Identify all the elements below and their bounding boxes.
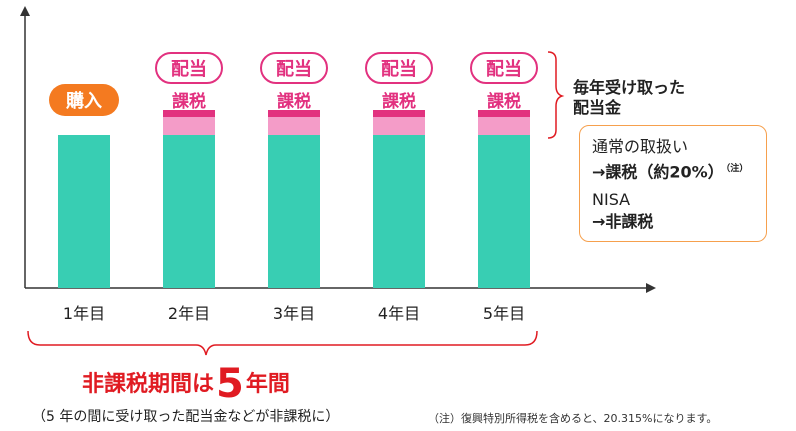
- x-tick-label: 3年目: [272, 304, 316, 323]
- dividend-pill: 配当: [365, 52, 433, 84]
- dividend-received-line2: 配当金: [573, 98, 622, 117]
- dividend-received-line1: 毎年受け取った: [573, 78, 686, 97]
- x-tick-label: 2年目: [167, 304, 211, 323]
- x-tick-label: 4年目: [377, 304, 421, 323]
- dividend-pill: 配当: [470, 52, 538, 84]
- normal-value-row: →課税（約20%） （注）: [592, 158, 754, 183]
- tax-note-box: 通常の取扱い →課税（約20%） （注） NISA →非課税: [579, 125, 767, 242]
- period-title-pre: 非課税期間は: [82, 372, 215, 397]
- principal-bar-2: [163, 135, 215, 288]
- period-brace: [27, 330, 538, 356]
- dividend-bracket: [547, 51, 565, 139]
- period-title-post: 年間: [245, 372, 290, 397]
- dividend-edge-2: [163, 110, 215, 117]
- nisa-title: NISA: [592, 190, 631, 210]
- nisa-value: →非課税: [592, 212, 654, 232]
- dividend-pill: 配当: [260, 52, 328, 84]
- footnote: （注）復興特別所得税を含めると、20.315%になります。: [428, 412, 718, 425]
- principal-bar-3: [268, 135, 320, 288]
- dividend-edge-4: [373, 110, 425, 117]
- normal-note-mark: （注）: [725, 164, 749, 174]
- principal-bar-4: [373, 135, 425, 288]
- tax-label: 課税: [487, 92, 521, 112]
- tax-label: 課税: [382, 92, 416, 112]
- tax-free-period-title: 非課税期間は5年間: [82, 361, 290, 407]
- period-title-number: 5: [216, 361, 244, 407]
- dividend-received-label: 毎年受け取った 配当金: [573, 78, 685, 118]
- x-tick-label: 1年目: [62, 304, 106, 323]
- dividend-edge-3: [268, 110, 320, 117]
- principal-bar-5: [478, 135, 530, 288]
- tax-label: 課税: [277, 92, 311, 112]
- normal-title: 通常の取扱い: [592, 137, 689, 156]
- x-tick-label: 5年目: [482, 304, 526, 323]
- principal-bar-1: [58, 135, 110, 288]
- dividend-pill: 配当: [155, 52, 223, 84]
- tax-free-period-subtitle: （5 年の間に受け取った配当金などが非課税に）: [32, 409, 340, 425]
- dividend-edge-5: [478, 110, 530, 117]
- y-axis-arrow: [20, 6, 30, 16]
- x-axis-arrow: [646, 283, 656, 293]
- purchase-badge: 購入: [49, 84, 119, 116]
- tax-label: 課税: [172, 92, 206, 112]
- normal-value: →課税（約20%）: [592, 162, 724, 182]
